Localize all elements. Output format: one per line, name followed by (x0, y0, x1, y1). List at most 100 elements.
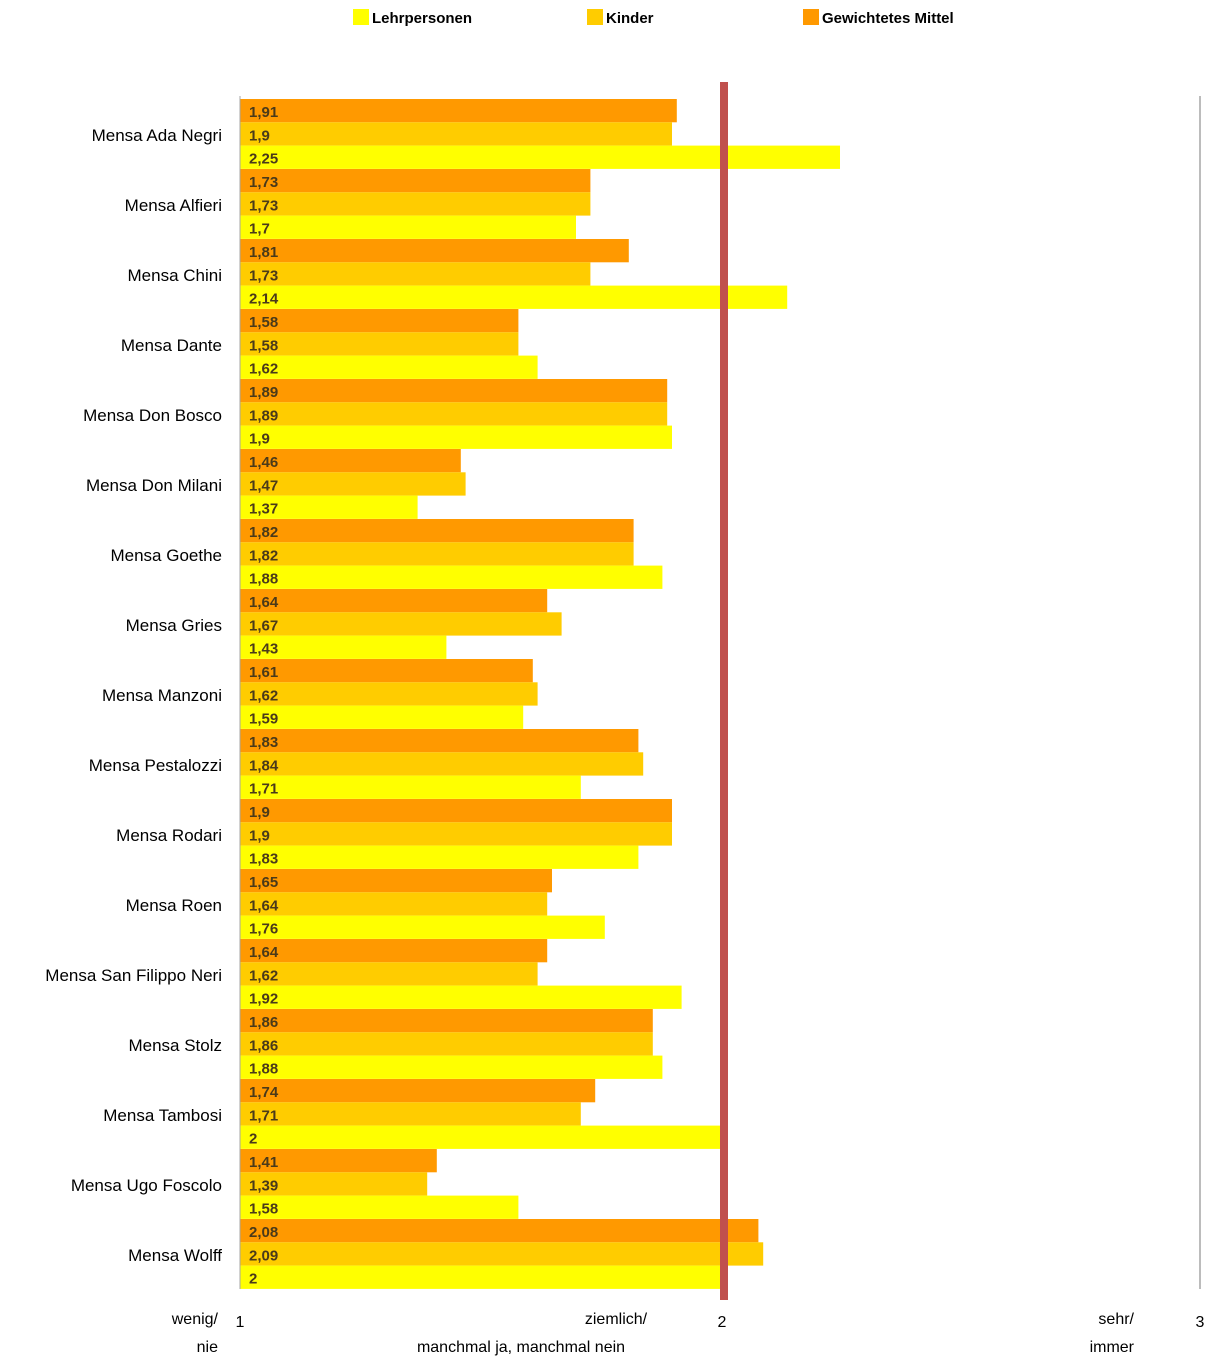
category-label: Mensa Pestalozzi (89, 756, 222, 775)
bar-value-label: 1,89 (249, 407, 278, 424)
bar-value-label: 1,89 (249, 384, 278, 401)
bar-value-label: 1,65 (249, 874, 278, 891)
category-label: Mensa Don Milani (86, 476, 222, 495)
bar (240, 659, 533, 683)
bar-value-label: 2,14 (249, 291, 279, 308)
legend-swatch-gewichtetes-mittel (803, 9, 819, 25)
category-label: Mensa Alfieri (125, 196, 222, 215)
x-tick-caption: wenig/ (171, 1311, 219, 1328)
bar (240, 99, 677, 123)
bars: 1,91 1,9 2,25 1,73 1,73 1,7 1,81 1,73 2,14 1,58 1,… (240, 99, 840, 1289)
bar (240, 449, 461, 473)
bar-value-label: 1,64 (249, 594, 279, 611)
bar (240, 215, 576, 239)
bar-value-label: 1,41 (249, 1154, 278, 1171)
bar-value-label: 1,73 (249, 174, 278, 191)
bar (240, 192, 591, 216)
bar-value-label: 1,37 (249, 501, 278, 518)
bar (240, 1149, 437, 1173)
bar-value-label: 1,47 (249, 477, 278, 494)
category-label: Mensa Wolff (128, 1246, 222, 1265)
legend-swatch-kinder (587, 9, 603, 25)
legend-label-gewichtetes-mittel: Gewichtetes Mittel (822, 10, 954, 27)
category-label: Mensa Manzoni (102, 686, 222, 705)
bar-value-label: 1,81 (249, 244, 278, 261)
bar-value-label: 1,7 (249, 221, 270, 238)
bar (240, 1172, 428, 1196)
bar (240, 892, 548, 916)
category-label: Mensa Rodari (116, 826, 222, 845)
bar-value-label: 1,9 (249, 431, 270, 448)
bar-value-label: 1,58 (249, 337, 278, 354)
bar (240, 332, 519, 356)
bar-value-label: 1,91 (249, 104, 278, 121)
x-axis: 1 wenig/nie 2 ziemlich/manchmal ja, manchma… (171, 96, 1205, 1356)
bar-value-label: 2 (249, 1271, 257, 1288)
bar (240, 705, 524, 729)
category-label: Mensa San Filippo Neri (45, 966, 222, 985)
category-label: Mensa Tambosi (103, 1106, 222, 1125)
bar-value-label: 1,59 (249, 711, 278, 728)
bar (240, 635, 447, 659)
bar (240, 1195, 519, 1219)
bar-value-label: 1,39 (249, 1177, 278, 1194)
bar (240, 1009, 653, 1033)
bar-value-label: 1,64 (249, 897, 279, 914)
category-label: Mensa Don Bosco (83, 406, 222, 425)
bar (240, 495, 418, 519)
bar (240, 682, 538, 706)
bar-value-label: 1,67 (249, 617, 278, 634)
bar-value-label: 1,71 (249, 1107, 278, 1124)
bar-value-label: 1,73 (249, 267, 278, 284)
bar-value-label: 1,86 (249, 1014, 278, 1031)
x-tick-caption: manchmal ja, manchmal nein (417, 1339, 625, 1356)
bar (240, 752, 644, 776)
bar-value-label: 2,09 (249, 1247, 278, 1264)
x-tick-caption: ziemlich/ (585, 1311, 648, 1328)
bar (240, 309, 519, 333)
bar-value-label: 1,71 (249, 781, 278, 798)
bar-value-label: 2,25 (249, 151, 278, 168)
bar (240, 1102, 581, 1126)
x-tick-label: 2 (718, 1314, 727, 1331)
bar-value-label: 1,9 (249, 827, 270, 844)
x-tick-caption: immer (1090, 1339, 1135, 1356)
bar-value-label: 1,88 (249, 571, 278, 588)
bar (240, 565, 663, 589)
bar-value-label: 1,58 (249, 1201, 278, 1218)
bar-value-label: 1,92 (249, 991, 278, 1008)
category-label: Mensa Ada Negri (92, 126, 222, 145)
bar (240, 589, 548, 613)
bar (240, 775, 581, 799)
category-label: Mensa Stolz (128, 1036, 222, 1055)
bar-value-label: 1,61 (249, 664, 278, 681)
bar (240, 285, 788, 309)
bar (240, 985, 682, 1009)
category-label: Mensa Chini (128, 266, 223, 285)
bar-value-label: 1,64 (249, 944, 279, 961)
bar-value-label: 1,9 (249, 804, 270, 821)
bar (240, 799, 672, 823)
category-labels: Mensa Ada Negri Mensa Alfieri Mensa Chini M… (45, 126, 222, 1265)
category-label: Mensa Goethe (110, 546, 222, 565)
bar (240, 402, 668, 426)
bar-value-label: 2 (249, 1131, 257, 1148)
category-label: Mensa Gries (126, 616, 222, 635)
bar-value-label: 1,43 (249, 641, 278, 658)
bar-value-label: 1,88 (249, 1061, 278, 1078)
bar-value-label: 1,82 (249, 524, 278, 541)
bar (240, 379, 668, 403)
bar (240, 519, 634, 543)
bar (240, 1219, 759, 1243)
bar (240, 1055, 663, 1079)
bar (240, 939, 548, 963)
bar (240, 845, 639, 869)
bar-value-label: 1,46 (249, 454, 278, 471)
bar (240, 1032, 653, 1056)
x-tick-caption: nie (197, 1339, 218, 1356)
bar (240, 822, 672, 846)
bar-value-label: 2,08 (249, 1224, 278, 1241)
category-label: Mensa Ugo Foscolo (71, 1176, 222, 1195)
bar (240, 355, 538, 379)
